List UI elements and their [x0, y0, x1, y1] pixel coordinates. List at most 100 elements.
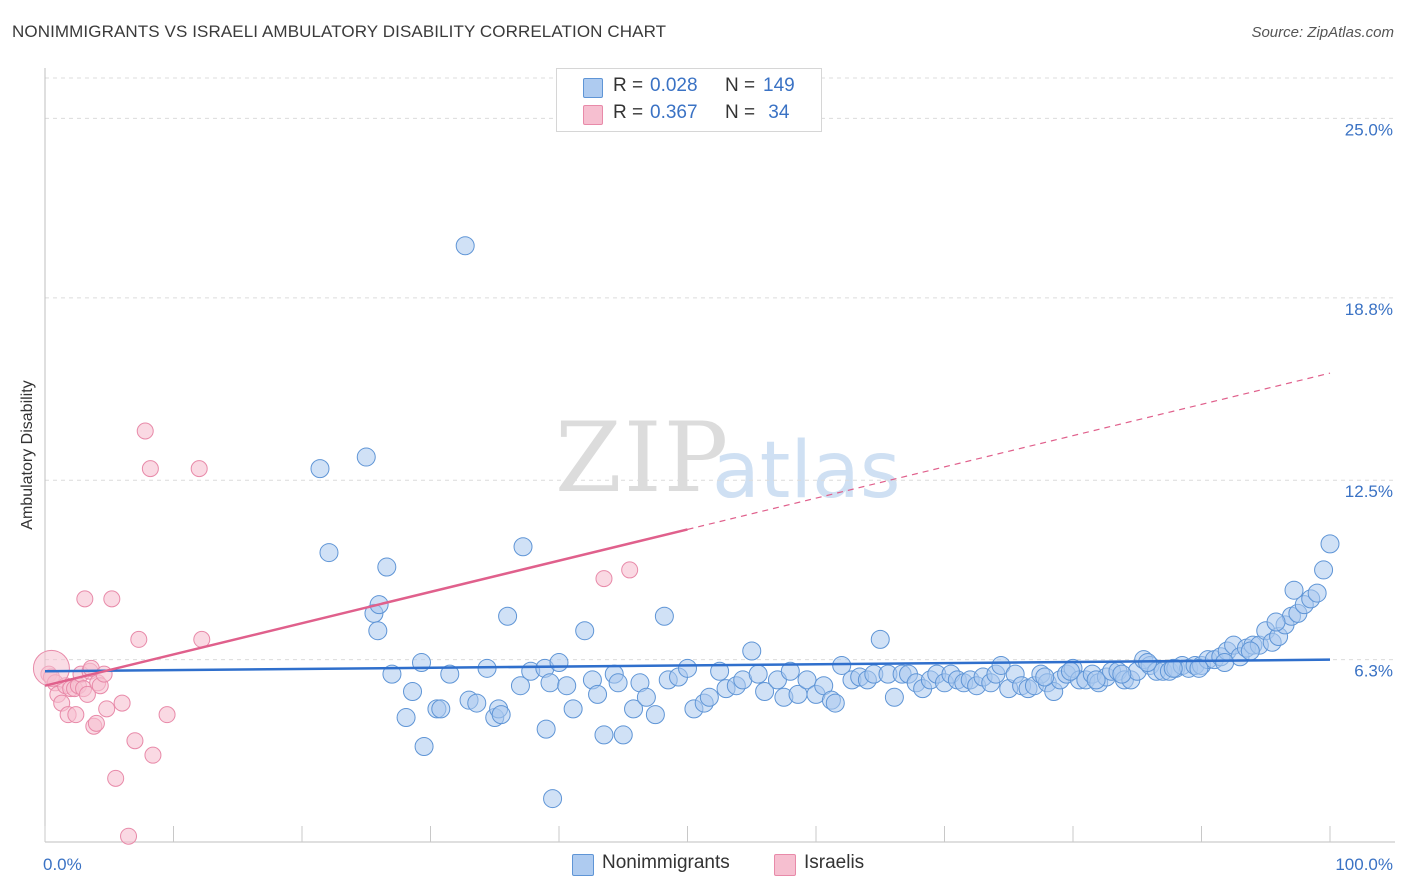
data-point-nonimmigrants: [1307, 583, 1327, 603]
stats-n-value: 34: [763, 102, 790, 123]
stats-r-value: 0.367: [650, 102, 698, 123]
stats-box: R = 0.028 N = 149 R = 0.367 N = 34: [556, 68, 822, 132]
data-point-israelis: [95, 665, 113, 683]
data-point-nonimmigrants: [710, 661, 730, 681]
data-point-nonimmigrants: [467, 693, 487, 713]
data-point-israelis: [144, 746, 162, 764]
data-point-israelis: [98, 700, 116, 718]
data-point-nonimmigrants: [563, 699, 583, 719]
data-point-israelis: [113, 694, 131, 712]
data-point-nonimmigrants: [678, 658, 697, 678]
data-point-nonimmigrants: [540, 673, 560, 693]
data-point-nonimmigrants: [431, 699, 451, 719]
data-point-nonimmigrants: [870, 629, 890, 649]
data-point-israelis: [103, 590, 121, 608]
data-point-nonimmigrants: [832, 655, 852, 675]
data-point-israelis: [76, 590, 94, 608]
data-point-nonimmigrants: [636, 687, 656, 707]
data-point-nonimmigrants: [536, 719, 556, 739]
data-point-nonimmigrants: [319, 543, 339, 563]
stats-n-value: 149: [763, 75, 795, 96]
chart-title: NONIMMIGRANTS VS ISRAELI AMBULATORY DISA…: [12, 22, 667, 41]
data-point-nonimmigrants: [491, 705, 511, 725]
data-point-nonimmigrants: [699, 687, 719, 707]
data-point-nonimmigrants: [377, 557, 397, 577]
data-point-nonimmigrants: [1266, 612, 1286, 632]
data-point-nonimmigrants: [440, 664, 460, 684]
data-point-nonimmigrants: [613, 725, 633, 745]
data-point-nonimmigrants: [543, 789, 563, 809]
data-point-nonimmigrants: [594, 725, 614, 745]
stats-n-label: N =: [725, 102, 756, 123]
stats-swatch-israelis: [583, 105, 603, 125]
data-point-nonimmigrants: [654, 606, 674, 626]
data-point-israelis: [190, 460, 208, 478]
data-point-nonimmigrants: [1284, 580, 1304, 600]
data-point-nonimmigrants: [1240, 641, 1260, 661]
data-point-israelis: [621, 561, 639, 579]
data-point-israelis: [158, 706, 176, 724]
legend-swatch-nonimmigrants: [572, 854, 594, 876]
data-point-nonimmigrants: [1215, 653, 1235, 673]
data-point-nonimmigrants: [748, 664, 768, 684]
data-point-nonimmigrants: [310, 459, 330, 479]
legend-swatch-israelis: [774, 854, 796, 876]
data-point-nonimmigrants: [645, 705, 665, 725]
y-tick-label: 25.0%: [1345, 120, 1393, 139]
data-point-nonimmigrants: [588, 684, 608, 704]
data-point-nonimmigrants: [557, 676, 577, 696]
data-point-nonimmigrants: [1320, 534, 1340, 554]
stats-n-label: N =: [725, 75, 756, 96]
data-point-israelis: [126, 732, 144, 750]
data-point-nonimmigrants: [455, 236, 475, 256]
trend-line-israelis: [44, 528, 688, 687]
data-point-israelis: [78, 685, 96, 703]
data-point-israelis: [130, 630, 148, 648]
data-point-nonimmigrants: [368, 621, 388, 641]
data-point-nonimmigrants: [356, 447, 376, 467]
trend-line-israelis-extension: [687, 372, 1331, 530]
source-label: Source: ZipAtlas.com: [1251, 24, 1394, 41]
data-point-nonimmigrants: [742, 641, 762, 661]
stats-row-israelis: R = 0.367 N = 34: [557, 101, 821, 127]
data-point-nonimmigrants: [1086, 670, 1106, 690]
data-point-nonimmigrants: [396, 708, 416, 728]
data-point-israelis: [136, 422, 154, 440]
data-point-israelis: [120, 827, 138, 845]
data-point-israelis: [87, 714, 105, 732]
legend-label-israelis: Israelis: [804, 852, 865, 873]
data-point-israelis: [67, 706, 85, 724]
data-point-israelis: [141, 460, 159, 478]
data-point-nonimmigrants: [780, 661, 800, 681]
x-tick-label: 0.0%: [43, 855, 82, 874]
data-point-nonimmigrants: [1060, 661, 1080, 681]
data-point-nonimmigrants: [549, 653, 569, 673]
legend-item-israelis[interactable]: Israelis: [774, 852, 884, 876]
data-point-nonimmigrants: [991, 655, 1011, 675]
y-tick-label: 18.8%: [1345, 300, 1393, 319]
data-point-nonimmigrants: [797, 670, 817, 690]
trend-line-nonimmigrants: [44, 658, 1331, 673]
data-point-nonimmigrants: [498, 606, 518, 626]
stats-row-nonimmigrants: R = 0.028 N = 149: [557, 74, 821, 100]
y-tick-label: 6.3%: [1354, 662, 1393, 681]
data-point-nonimmigrants: [608, 673, 628, 693]
data-point-nonimmigrants: [624, 699, 644, 719]
data-point-nonimmigrants: [1112, 664, 1132, 684]
stats-r-label: R =: [613, 102, 644, 123]
legend-item-nonimmigrants[interactable]: Nonimmigrants: [572, 852, 752, 876]
stats-r-value: 0.028: [650, 75, 698, 96]
data-point-nonimmigrants: [382, 664, 402, 684]
data-point-nonimmigrants: [1163, 658, 1183, 678]
data-point-nonimmigrants: [825, 693, 845, 713]
stats-swatch-nonimmigrants: [583, 78, 603, 98]
data-point-nonimmigrants: [510, 676, 530, 696]
y-tick-label: 12.5%: [1345, 482, 1393, 501]
data-point-nonimmigrants: [1189, 658, 1209, 678]
data-point-nonimmigrants: [403, 681, 423, 701]
data-point-israelis: [595, 570, 613, 588]
watermark-zip: ZIP: [555, 402, 731, 514]
data-point-nonimmigrants: [1035, 667, 1055, 687]
data-point-nonimmigrants: [513, 537, 533, 557]
